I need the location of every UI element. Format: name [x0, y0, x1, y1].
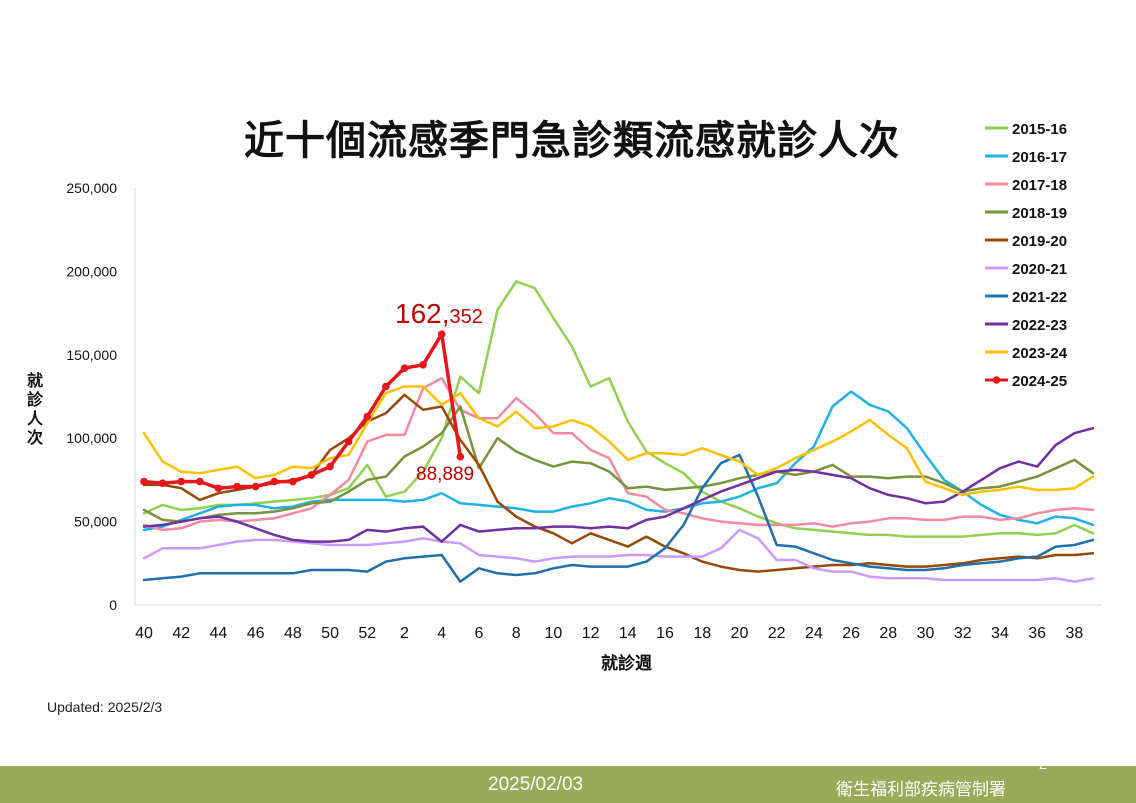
x-tick-label: 22 [768, 625, 786, 642]
x-tick-label: 28 [879, 625, 897, 642]
x-axis-title: 就診週 [601, 653, 652, 674]
y-axis-title-char: 人 [27, 409, 44, 428]
footer-bar: 2025/02/03 衛生福利部疾病管制署 [0, 766, 1136, 803]
series-line-2023-24 [142, 385, 1095, 497]
data-point [177, 477, 186, 486]
x-tick-label: 40 [135, 625, 153, 642]
legend-label: 2021-22 [1012, 289, 1067, 306]
legend: 2015-16 2016-17 2017-18 2018-19 2019-20 2020-… [985, 121, 1068, 390]
x-tick-label: 48 [284, 625, 302, 642]
footer-org: 衛生福利部疾病管制署 [836, 780, 1006, 800]
y-axis-title-char: 次 [27, 428, 43, 447]
page-number: 2 [1039, 756, 1047, 772]
series-line-2015-16 [142, 280, 1095, 538]
x-tick-label: 6 [474, 625, 483, 642]
x-tick-label: 16 [656, 625, 674, 642]
legend-label: 2024-25 [1012, 373, 1067, 390]
x-tick-label: 34 [991, 625, 1009, 642]
y-tick-label: 250,000 [66, 180, 117, 196]
legend-marker [992, 376, 1001, 384]
y-axis-title-char: 診 [27, 390, 44, 409]
x-tick-label: 26 [842, 625, 860, 642]
data-point [363, 412, 372, 421]
x-tick-label: 4 [437, 625, 446, 642]
legend-label: 2019-20 [1012, 233, 1067, 250]
x-tick-label: 32 [954, 625, 972, 642]
data-point [233, 482, 241, 491]
x-tick-label: 52 [358, 625, 376, 642]
x-tick-label: 18 [693, 625, 711, 642]
data-point [326, 462, 334, 471]
data-point [344, 437, 353, 446]
peak-value-minor: 352 [450, 306, 483, 328]
data-point [251, 482, 260, 491]
legend-label: 2020-21 [1012, 261, 1067, 278]
x-tick-label: 8 [512, 625, 521, 642]
x-tick-label: 20 [731, 625, 749, 642]
legend-label: 2023-24 [1012, 345, 1068, 362]
x-tick-label: 24 [805, 625, 823, 642]
annotations: 162,352 88,889 [395, 298, 483, 485]
data-point [270, 477, 279, 486]
y-tick-label: 100,000 [66, 430, 117, 446]
y-tick-label: 150,000 [66, 347, 117, 363]
data-point [158, 479, 167, 488]
legend-label: 2017-18 [1012, 177, 1067, 194]
y-tick-label: 0 [109, 597, 117, 613]
peak-value-label: 162,352 [395, 298, 483, 329]
peak-value-major: 162, [395, 298, 450, 329]
x-tick-label: 42 [172, 625, 190, 642]
series-layer [140, 280, 1095, 583]
x-tick-label: 14 [619, 625, 637, 642]
latest-value-label: 88,889 [416, 464, 474, 485]
data-point [419, 361, 427, 369]
x-tick-label: 50 [321, 625, 339, 642]
legend-label: 2015-16 [1012, 121, 1067, 138]
y-tick-label: 200,000 [66, 263, 117, 279]
series-line-2016-17 [142, 390, 1095, 532]
y-tick-label: 50,000 [74, 514, 117, 530]
data-point [382, 382, 390, 391]
data-point [140, 477, 148, 486]
chart-title: 近十個流感季門急診類流感就診人次 [244, 118, 900, 164]
x-tick-label: 10 [544, 625, 562, 642]
legend-label: 2022-23 [1012, 317, 1067, 334]
data-point [307, 471, 316, 479]
series-line-2017-18 [142, 376, 1095, 532]
series-line-2018-19 [142, 405, 1095, 523]
legend-label: 2018-19 [1012, 205, 1067, 222]
x-tick-label: 36 [1028, 625, 1046, 642]
data-point [196, 477, 204, 486]
x-tick-label: 30 [917, 625, 935, 642]
legend-label: 2016-17 [1012, 149, 1067, 166]
data-point [214, 484, 223, 493]
series-line-2022-23 [142, 426, 1095, 543]
data-point [437, 330, 446, 338]
x-tick-label: 46 [247, 625, 265, 642]
data-point [400, 364, 409, 372]
series-line-2021-22 [142, 453, 1095, 583]
x-tick-label: 38 [1065, 625, 1083, 642]
y-axis-title-char: 就 [27, 371, 43, 390]
updated-note: Updated: 2025/2/3 [47, 699, 163, 715]
x-tick-label: 44 [210, 625, 228, 642]
x-tick-label: 2 [400, 625, 409, 642]
footer-date: 2025/02/03 [488, 774, 584, 795]
data-point [456, 452, 465, 461]
data-point [289, 477, 297, 486]
series-line-2020-21 [142, 528, 1095, 583]
x-tick-label: 12 [582, 625, 600, 642]
